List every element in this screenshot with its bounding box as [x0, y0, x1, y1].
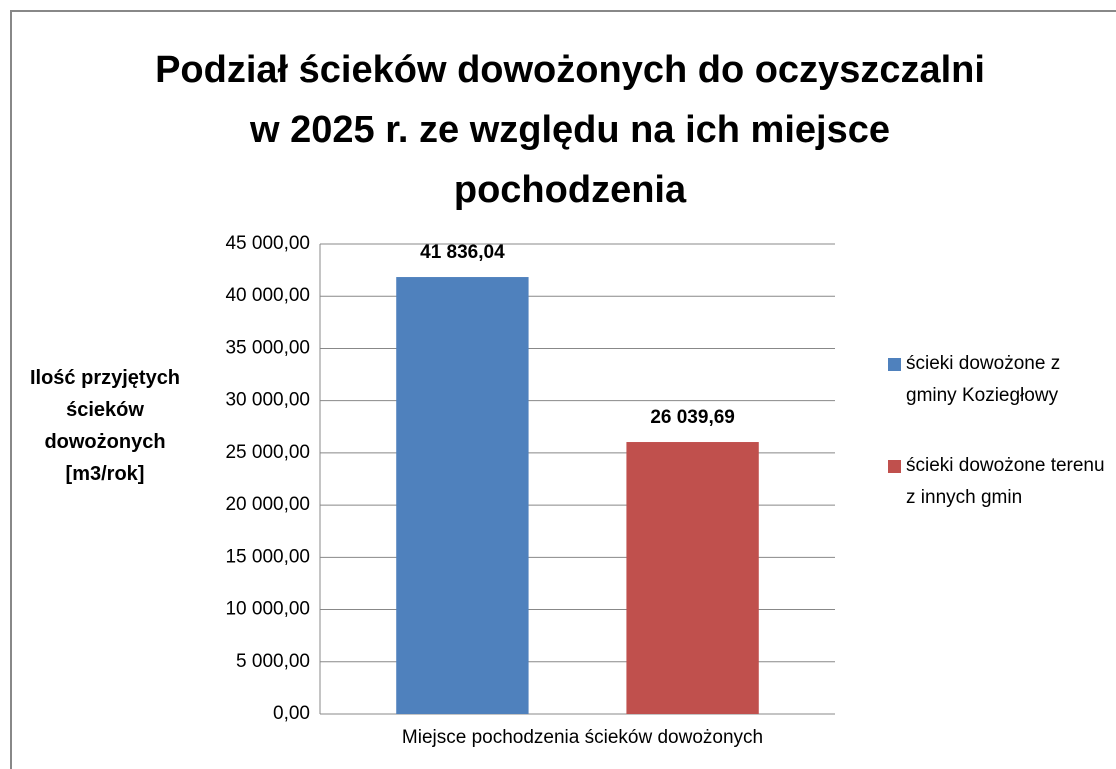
legend-swatch — [888, 460, 901, 473]
y-tick-label: 35 000,00 — [225, 337, 310, 358]
data-label: 41 836,04 — [420, 242, 505, 263]
bar — [396, 277, 529, 714]
chart-title: Podział ścieków dowożonych do oczyszczal… — [155, 49, 985, 211]
legend-label: ścieki dowożone terenu z innych gmin — [906, 455, 1105, 508]
legend-label: ścieki dowożone z gminy Koziegłowy — [906, 353, 1061, 406]
y-tick-label: 45 000,00 — [225, 233, 310, 254]
y-tick-label: 15 000,00 — [225, 546, 310, 567]
y-tick-label: 5 000,00 — [236, 651, 310, 672]
y-tick-label: 40 000,00 — [225, 285, 310, 306]
legend-swatch — [888, 358, 901, 371]
chart-border — [10, 10, 1116, 769]
data-label: 26 039,69 — [650, 407, 735, 428]
y-axis-label: Ilość przyjętych ścieków dowożonych [m3/… — [29, 367, 181, 485]
legend-item: ścieki dowożone z gminy Koziegłowy — [888, 348, 1113, 412]
y-tick-label: 20 000,00 — [225, 494, 310, 515]
y-tick-label: 30 000,00 — [225, 390, 310, 411]
x-tick-label: Miejsce pochodzenia ścieków dowożonych — [402, 727, 763, 748]
bar — [626, 442, 759, 714]
y-tick-label: 0,00 — [273, 703, 310, 724]
y-tick-label: 10 000,00 — [225, 599, 310, 620]
legend-item: ścieki dowożone terenu z innych gmin — [888, 450, 1113, 514]
y-tick-label: 25 000,00 — [225, 442, 310, 463]
